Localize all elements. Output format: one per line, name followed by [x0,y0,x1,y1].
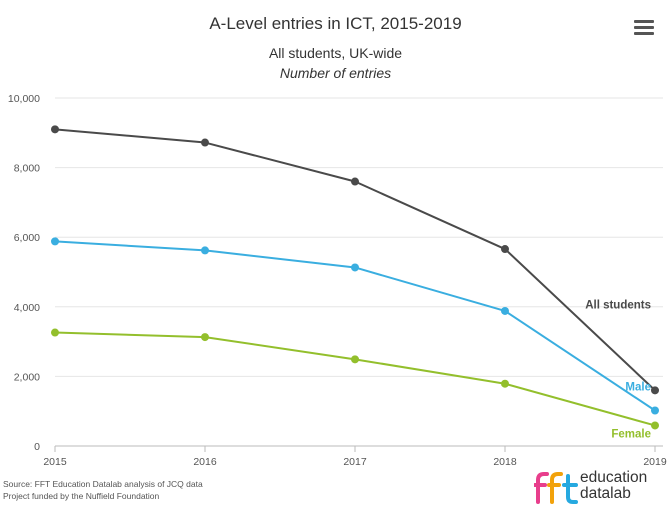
series-label: Male [625,382,651,394]
x-tick-label: 2019 [643,456,667,468]
series-label: All students [585,299,651,311]
chart-credits: Source: FFT Education Datalab analysis o… [3,478,203,502]
data-point[interactable] [51,328,59,337]
y-tick-label: 2,000 [14,371,40,383]
y-tick-label: 4,000 [14,302,40,314]
x-tick-label: 2017 [343,456,367,468]
chart-subtitle-units: Number of entries [279,65,392,81]
series-label: Female [611,428,651,440]
logo-word-education: education [580,469,648,486]
data-point[interactable] [201,246,209,255]
data-point[interactable] [351,263,359,272]
x-tick-label: 2018 [493,456,517,468]
data-point[interactable] [501,245,509,254]
data-point[interactable] [351,355,359,364]
y-tick-label: 0 [34,441,40,453]
data-point[interactable] [201,333,209,342]
series-line-female[interactable] [54,331,656,427]
y-tick-label: 6,000 [14,232,40,244]
logo-word-datalab: datalab [580,485,631,502]
data-point[interactable] [501,306,509,315]
chart-subtitle: All students, UK-wide [268,45,403,61]
funding-note: Project funded by the Nuffield Foundatio… [3,491,160,501]
fft-logo-mark [534,472,578,504]
x-tick-label: 2015 [43,456,67,468]
logo-wordmark: education datalab [580,470,647,502]
data-point[interactable] [51,125,59,134]
source-note: Source: FFT Education Datalab analysis o… [3,479,203,489]
data-point[interactable] [651,421,659,430]
fft-education-datalab-logo: education datalab [534,468,669,506]
chart-title: A-Level entries in ICT, 2015-2019 [209,14,462,33]
data-point[interactable] [351,177,359,186]
data-point[interactable] [651,406,659,415]
y-tick-label: 8,000 [14,163,40,175]
data-point[interactable] [651,386,659,395]
data-point[interactable] [51,237,59,246]
y-tick-label: 10,000 [8,93,40,105]
data-point[interactable] [501,379,509,388]
data-point[interactable] [201,138,209,147]
x-tick-label: 2016 [193,456,217,468]
hamburger-menu-icon[interactable] [634,20,654,38]
